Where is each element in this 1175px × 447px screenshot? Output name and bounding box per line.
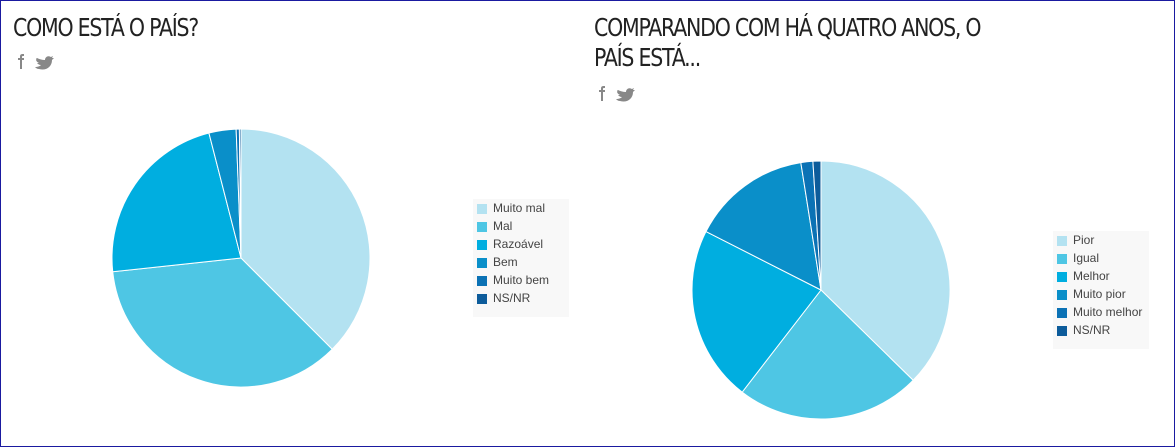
legend-box [473,199,569,317]
legend-swatch [1057,326,1067,336]
legend-label: NS/NR [1073,323,1111,337]
chart-panel: Como está o país? Muito mal Mal Razoável Be… [13,1,583,446]
legend-label: Razoável [493,237,543,251]
legend-label: Melhor [1073,269,1110,283]
legend-label: Igual [1073,251,1099,265]
legend-label: Bem [493,255,518,269]
legend-label: Mal [493,219,512,233]
legend-swatch [477,204,487,214]
chart-title: Como está o país? [13,13,199,42]
legend-box [1053,231,1149,349]
legend-swatch [477,258,487,268]
legend-swatch [477,294,487,304]
pie-slice [705,162,822,291]
legend-swatch [477,240,487,250]
legend-label: NS/NR [493,291,531,305]
legend-swatch [1057,236,1067,246]
chart-title: Comparando com há quatro anos, o país es… [594,13,982,72]
pie-chart: Pior Igual Melhor Muito pior Muito melhor NS/… [691,160,1149,420]
legend-label: Muito mal [493,201,545,215]
legend: Pior Igual Melhor Muito pior Muito melhor NS/… [1053,231,1149,349]
twitter-icon[interactable] [35,56,54,70]
legend-label: Muito melhor [1073,305,1142,319]
pie-slice [111,132,242,273]
legend-swatch [1057,290,1067,300]
pie-slice [741,289,914,420]
legend: Muito mal Mal Razoável Bem Muito bem NS/NR [473,199,569,317]
legend-label: Pior [1073,233,1094,247]
pie-slice [112,257,333,388]
legend-swatch [1057,308,1067,318]
legend-label: Muito bem [493,273,549,287]
pie-chart: Muito mal Mal Razoável Bem Muito bem NS/NR [111,128,569,388]
legend-swatch [1057,254,1067,264]
pie-slice [691,230,822,393]
share-icons [18,54,54,70]
legend-swatch [477,276,487,286]
legend-swatch [1057,272,1067,282]
legend-label: Muito pior [1073,287,1126,301]
facebook-icon[interactable] [18,54,24,69]
chart-panel: Comparando com há quatro anos, o país es… [594,1,1174,446]
legend-swatch [477,222,487,232]
pie-slice [820,160,951,381]
facebook-icon[interactable] [599,86,605,101]
twitter-icon[interactable] [616,88,635,102]
pie-slice [240,128,371,350]
pie-slice [812,160,822,291]
pie-slice [238,128,242,259]
share-icons [599,86,635,102]
